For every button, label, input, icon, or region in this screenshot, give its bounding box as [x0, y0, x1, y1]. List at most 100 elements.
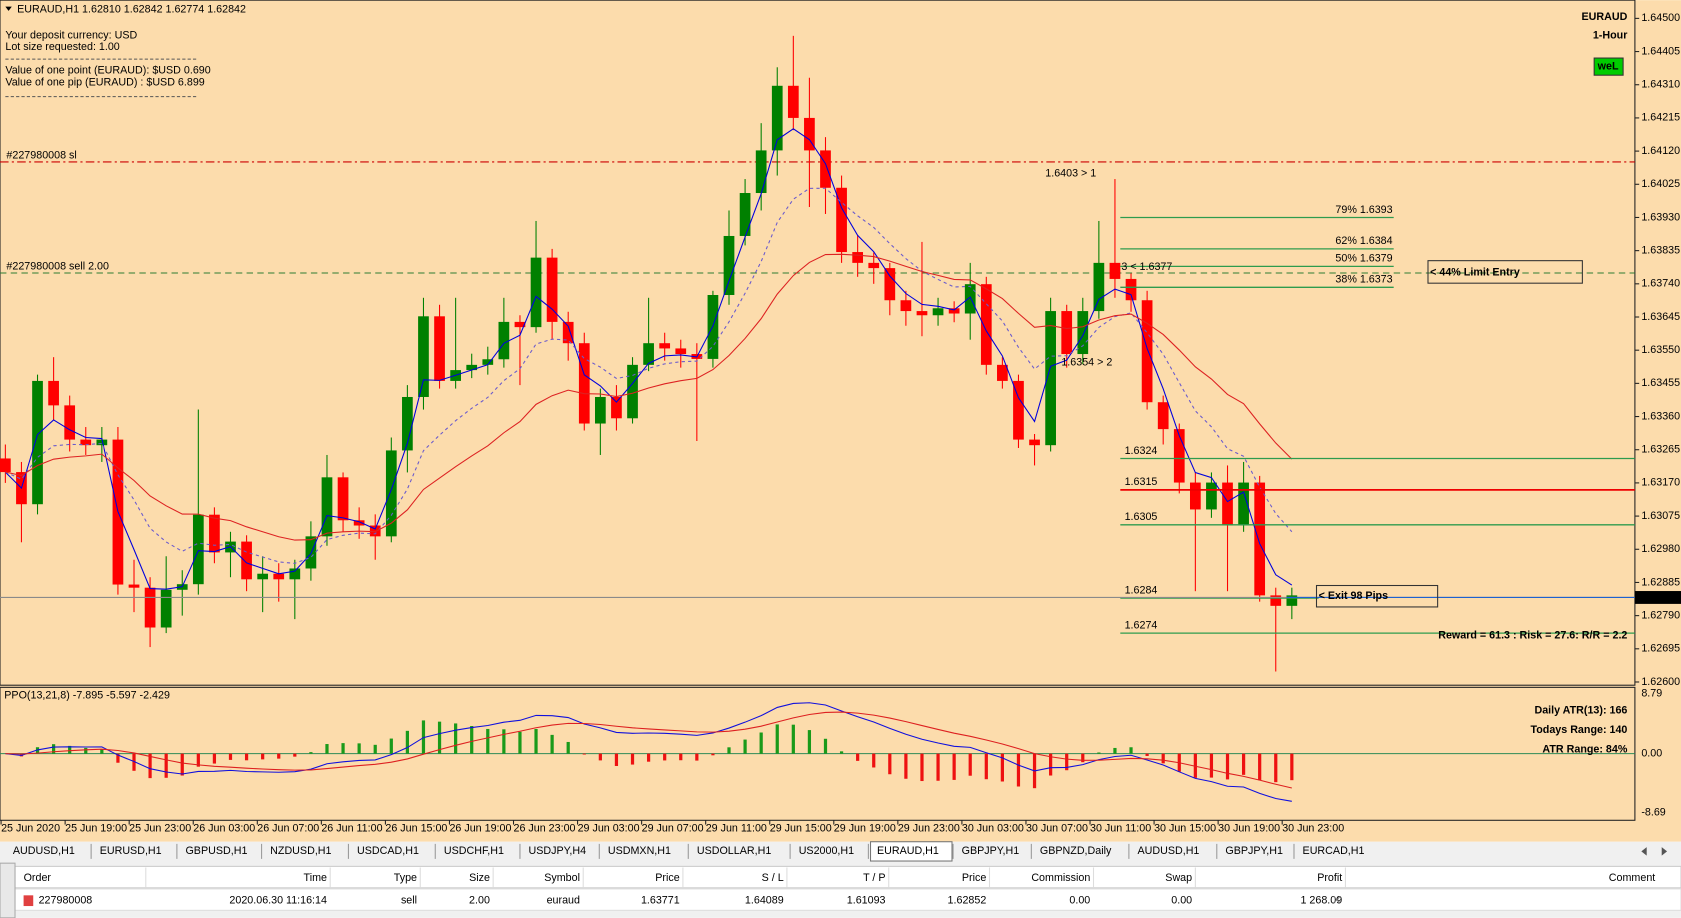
- tab[interactable]: USDCAD,H1: [357, 845, 419, 857]
- annotation: 3 < 1.6377: [1121, 261, 1172, 273]
- histogram-bar: [293, 753, 297, 757]
- histogram-bar: [389, 738, 393, 754]
- tab[interactable]: US2000,H1: [799, 845, 854, 857]
- candle-body: [1270, 595, 1282, 606]
- tab[interactable]: EURUSD,H1: [100, 845, 162, 857]
- histogram-bar: [1258, 753, 1262, 781]
- tab-active[interactable]: [869, 841, 953, 862]
- histogram-bar: [679, 753, 683, 761]
- candle-body: [321, 477, 333, 537]
- x-tick-label: 26 Jun 11:00: [321, 823, 382, 835]
- candle-body: [530, 257, 542, 328]
- indicator-label: PPO(13,21,8) -7.895 -5.597 -2.429: [4, 690, 170, 702]
- close-x[interactable]: [1333, 896, 1341, 904]
- histogram-bar: [1129, 747, 1133, 754]
- candle-body: [627, 364, 638, 419]
- histogram-bar: [518, 731, 522, 754]
- column-header[interactable]: Symbol: [544, 872, 580, 884]
- column-header[interactable]: Size: [469, 872, 490, 884]
- candle-body: [385, 450, 397, 537]
- tab[interactable]: USDMXN,H1: [608, 845, 671, 857]
- histogram-bar: [984, 753, 988, 780]
- column-header[interactable]: Commission: [1031, 872, 1090, 884]
- menu-arrow[interactable]: [5, 6, 12, 11]
- tab[interactable]: GBPUSD,H1: [185, 845, 247, 857]
- scroll-arrows[interactable]: [1641, 847, 1668, 856]
- column-header[interactable]: Order: [24, 872, 52, 884]
- chart-background: [0, 0, 1681, 842]
- tab[interactable]: AUDUSD,H1: [13, 845, 75, 857]
- x-tick-label: 30 Jun 11:00: [1090, 823, 1151, 835]
- candle-body: [418, 316, 429, 397]
- tab[interactable]: AUDUSD,H1: [1137, 845, 1199, 857]
- x-tick-label: 26 Jun 07:00: [257, 823, 319, 835]
- x-tick-label: 30 Jun 03:00: [962, 823, 1024, 835]
- histogram-bar: [261, 753, 265, 760]
- histogram-bar: [904, 753, 908, 779]
- cell: 2.00: [469, 895, 490, 907]
- histogram-bar: [1097, 752, 1101, 754]
- histogram-bar: [405, 730, 409, 754]
- cell: 0.00: [1069, 895, 1090, 907]
- tab[interactable]: USDOLLAR,H1: [697, 845, 771, 857]
- tab[interactable]: GBPJPY,H1: [1225, 845, 1283, 857]
- column-header[interactable]: T / P: [863, 872, 885, 884]
- x-tick-label: 30 Jun 07:00: [1026, 823, 1088, 835]
- x-tick-label: 30 Jun 15:00: [1154, 823, 1216, 835]
- column-header[interactable]: Time: [304, 872, 327, 884]
- candle-body: [739, 193, 751, 236]
- y-tick-label: 1.63265: [1641, 444, 1680, 456]
- reward-risk: Reward = 61.3 : Risk = 27.6: R/R = 2.2: [1438, 630, 1627, 642]
- tab[interactable]: USDCHF,H1: [444, 845, 504, 857]
- tab[interactable]: GBPJPY,H1: [962, 845, 1020, 857]
- target-label: 1.6305: [1125, 511, 1158, 523]
- candle-body: [402, 396, 413, 451]
- column-header[interactable]: Price: [655, 872, 679, 884]
- signal-line: [5, 711, 1292, 789]
- histogram-bar: [759, 732, 763, 754]
- candle-body: [562, 321, 574, 344]
- tab[interactable]: USDJPY,H4: [529, 845, 587, 857]
- histogram-bar: [952, 753, 956, 780]
- target-label: 1.6284: [1125, 584, 1158, 596]
- candle-body: [64, 405, 76, 440]
- cell: 2020.06.30 11:16:14: [229, 895, 327, 907]
- candle-body: [514, 321, 526, 328]
- candle-body: [611, 396, 622, 419]
- y-tick-label: 1.63645: [1641, 311, 1680, 323]
- column-header[interactable]: Swap: [1165, 872, 1192, 884]
- column-header[interactable]: Type: [394, 872, 417, 884]
- main-frame: [0, 0, 1636, 686]
- y-tick-label: 1.62790: [1641, 609, 1680, 621]
- histogram-bar: [325, 744, 329, 754]
- histogram-bar: [51, 744, 56, 754]
- cell: 227980008: [39, 895, 93, 907]
- histogram-bar: [212, 753, 217, 764]
- histogram-bar: [614, 753, 619, 766]
- tab[interactable]: NZDUSD,H1: [270, 845, 331, 857]
- histogram-bar: [534, 729, 538, 754]
- tab[interactable]: EURCAD,H1: [1303, 845, 1365, 857]
- candle-body: [466, 364, 478, 371]
- candle-body: [128, 584, 140, 588]
- moving-average: [5, 253, 1293, 541]
- histogram-bar: [470, 726, 474, 754]
- y-tick-label: 1.62885: [1641, 576, 1680, 588]
- histogram-bar: [164, 753, 168, 778]
- column-header[interactable]: S / L: [762, 872, 784, 884]
- candle-body: [1189, 482, 1201, 510]
- column-header[interactable]: Price: [962, 872, 986, 884]
- candle-body: [337, 477, 349, 521]
- tab[interactable]: EURAUD,H1: [877, 845, 939, 857]
- y-tick-label: 1.64310: [1641, 79, 1680, 91]
- candle-body: [48, 380, 59, 406]
- badge[interactable]: [1593, 57, 1624, 76]
- histogram-bar: [695, 753, 699, 761]
- tab[interactable]: GBPNZD,Daily: [1040, 845, 1112, 857]
- sub-tick-label: 0.00: [1641, 747, 1662, 759]
- column-header[interactable]: Comment: [1609, 872, 1655, 884]
- x-tick-label: 30 Jun 23:00: [1282, 823, 1344, 835]
- x-tick-label: 29 Jun 23:00: [898, 823, 960, 835]
- column-header[interactable]: Profit: [1317, 872, 1342, 884]
- candle-body: [96, 439, 108, 446]
